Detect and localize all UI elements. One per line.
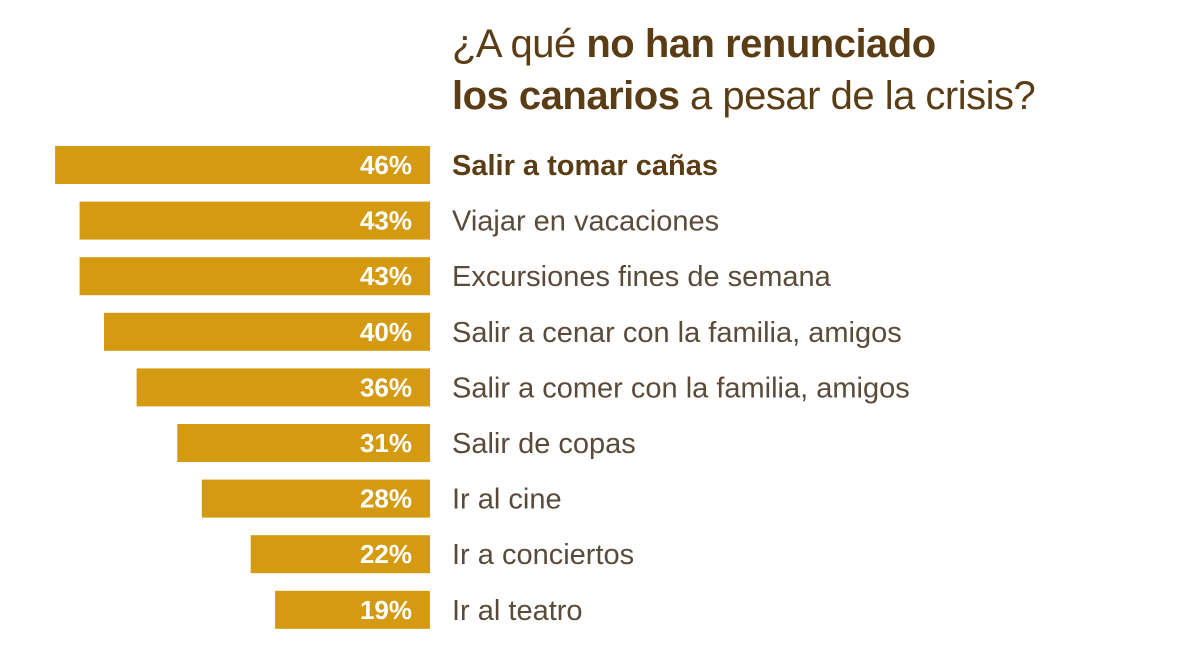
category-label-4: Salir a cenar con la familia, amigos bbox=[452, 317, 902, 349]
category-label-6: Salir de copas bbox=[452, 428, 636, 460]
bar-4 bbox=[104, 312, 430, 351]
bar-2 bbox=[79, 201, 430, 240]
category-label-9: Ir al teatro bbox=[452, 595, 583, 627]
bar-value-label-2: 43% bbox=[360, 206, 412, 236]
title-line-2-suffix: a pesar de la crisis? bbox=[679, 74, 1036, 118]
chart-title: ¿A qué no han renunciado los canarios a … bbox=[452, 18, 1192, 122]
title-line-1-prefix: ¿A qué bbox=[452, 22, 587, 66]
bar-value-label-3: 43% bbox=[360, 261, 412, 291]
title-line-1-bold: no han renunciado bbox=[586, 22, 936, 66]
bar-value-label-9: 19% bbox=[360, 595, 412, 625]
bar-3 bbox=[79, 257, 430, 296]
bar-value-label-7: 28% bbox=[360, 484, 412, 514]
category-label-5: Salir a comer con la familia, amigos bbox=[452, 372, 910, 404]
bar-value-label-1: 46% bbox=[360, 150, 412, 180]
bar-7 bbox=[201, 479, 430, 518]
bar-6 bbox=[177, 424, 430, 462]
category-label-1: Salir a tomar cañas bbox=[452, 150, 718, 182]
title-line-2: los canarios a pesar de la crisis? bbox=[452, 70, 1192, 122]
bar-value-label-6: 31% bbox=[360, 428, 412, 458]
category-label-8: Ir a conciertos bbox=[452, 539, 634, 571]
title-line-2-bold: los canarios bbox=[452, 74, 680, 118]
category-label-3: Excursiones fines de semana bbox=[452, 261, 832, 293]
bar-value-label-4: 40% bbox=[360, 317, 412, 347]
category-label-2: Viajar en vacaciones bbox=[452, 206, 719, 238]
bar-value-label-5: 36% bbox=[360, 372, 412, 402]
category-label-7: Ir al cine bbox=[452, 484, 562, 516]
bar-5 bbox=[136, 368, 430, 407]
bar-1 bbox=[55, 146, 430, 184]
bar-9 bbox=[275, 590, 430, 629]
bar-8 bbox=[250, 535, 430, 574]
title-line-1: ¿A qué no han renunciado bbox=[452, 18, 1192, 70]
bar-value-label-8: 22% bbox=[360, 539, 412, 569]
